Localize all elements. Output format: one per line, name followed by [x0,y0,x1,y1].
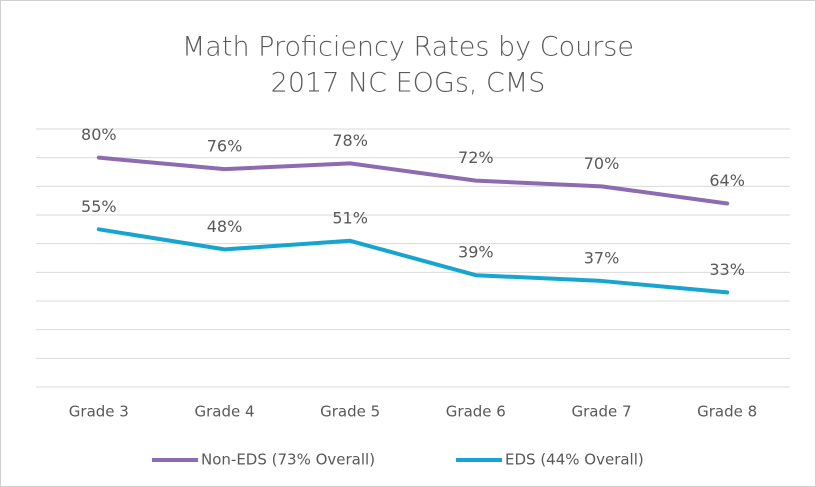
chart-title: Math Proficiency Rates by Course [182,32,634,63]
data-label: 64% [709,171,745,190]
x-tick-label: Grade 8 [697,403,757,421]
x-tick-label: Grade 5 [320,403,380,421]
legend-label: Non-EDS (73% Overall) [201,451,375,469]
legend-label: EDS (44% Overall) [505,451,644,469]
x-tick-label: Grade 6 [446,403,506,421]
series-line [96,227,730,295]
series-line [96,155,730,206]
data-label: 33% [709,260,745,279]
x-tick-label: Grade 3 [69,403,129,421]
chart-subtitle: 2017 NC EOGs, CMS [271,68,546,99]
data-label: 48% [207,217,243,236]
data-label: 70% [584,154,620,173]
x-tick-label: Grade 4 [194,403,254,421]
data-label: 76% [207,137,243,156]
data-label: 39% [458,243,494,262]
data-label: 80% [81,125,117,144]
data-label: 55% [81,197,117,216]
data-label: 51% [332,208,368,227]
data-label: 72% [458,148,494,167]
data-label: 78% [332,131,368,150]
data-label: 37% [584,248,620,267]
x-tick-label: Grade 7 [571,403,631,421]
